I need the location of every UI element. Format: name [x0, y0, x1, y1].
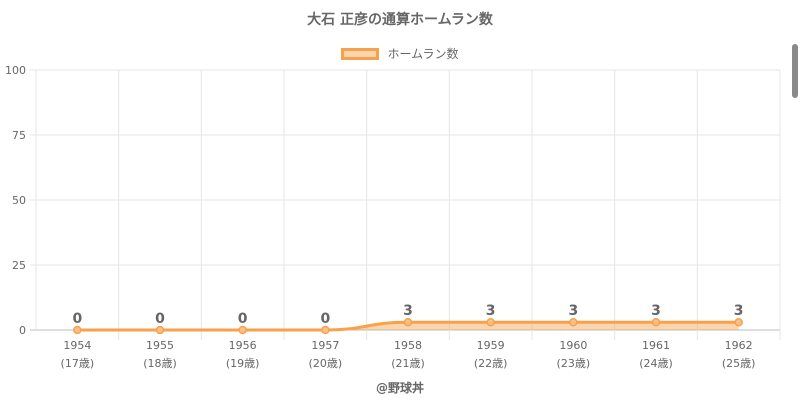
data-point [73, 325, 82, 335]
data-label: 3 [486, 303, 496, 319]
x-tick-sublabel: (23歳) [557, 357, 591, 370]
x-tick-label: 1954 [63, 339, 91, 352]
data-point [569, 317, 578, 327]
legend[interactable]: ホームラン数 [0, 45, 800, 62]
y-tick-label: 25 [12, 259, 26, 272]
x-tick-label: 1959 [477, 339, 505, 352]
credit-label: @野球丼 [375, 381, 424, 395]
data-label: 0 [238, 311, 248, 327]
legend-label: ホームラン数 [387, 47, 459, 61]
x-tick-sublabel: (22歳) [474, 357, 508, 370]
x-tick-label: 1960 [559, 339, 587, 352]
data-point [486, 317, 495, 327]
x-tick-label: 1961 [642, 339, 670, 352]
x-tick-label: 1955 [146, 339, 174, 352]
x-tick-sublabel: (21歳) [391, 357, 425, 370]
x-tick-label: 1958 [394, 339, 422, 352]
data-label: 0 [72, 311, 82, 327]
y-tick-label: 75 [12, 129, 26, 142]
y-tick-label: 50 [12, 194, 26, 207]
data-label: 3 [568, 303, 578, 319]
x-tick-sublabel: (24歳) [639, 357, 673, 370]
data-label: 3 [734, 303, 744, 319]
y-tick-label: 100 [5, 64, 26, 77]
data-label: 0 [320, 311, 330, 327]
data-point [651, 317, 661, 327]
x-tick-sublabel: (18歳) [143, 357, 177, 370]
chart-title: 大石 正彦の通算ホームラン数 [307, 12, 493, 28]
data-point [321, 325, 330, 335]
scrollbar-thumb[interactable] [792, 44, 798, 98]
x-tick-label: 1962 [725, 339, 753, 352]
x-tick-sublabel: (19歳) [226, 357, 260, 370]
x-tick-label: 1956 [229, 339, 257, 352]
data-label: 3 [403, 303, 413, 319]
data-point [403, 317, 413, 327]
x-tick-sublabel: (25歳) [722, 357, 756, 370]
data-label: 0 [155, 311, 165, 327]
x-tick-label: 1957 [311, 339, 339, 352]
legend-swatch [341, 47, 380, 60]
x-tick-sublabel: (20歳) [309, 357, 343, 370]
data-point [238, 325, 247, 335]
x-tick-sublabel: (17歳) [61, 357, 95, 370]
data-label: 3 [651, 303, 661, 319]
data-point [155, 325, 165, 335]
data-point [734, 317, 743, 327]
y-tick-label: 0 [19, 324, 26, 337]
